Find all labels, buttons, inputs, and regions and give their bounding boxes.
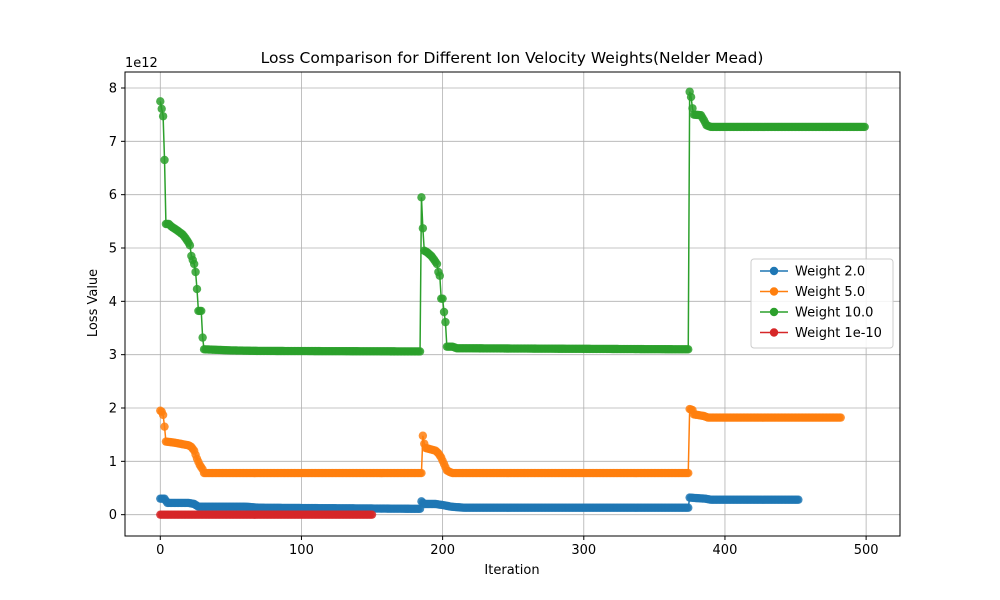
- data-point: [156, 97, 165, 106]
- legend-box: [750, 258, 894, 349]
- y-axis-label: Loss Value: [86, 269, 101, 337]
- chart-title: Loss Comparison for Different Ion Veloci…: [261, 49, 764, 67]
- data-point: [684, 468, 693, 478]
- data-point: [191, 267, 200, 277]
- legend-item: Weight 2.0: [760, 265, 865, 280]
- y-tick-label: 8: [109, 82, 117, 97]
- y-tick-label: 6: [109, 188, 117, 203]
- data-point: [185, 241, 195, 250]
- y-tick-label: 2: [109, 402, 117, 417]
- series-layer: [156, 87, 869, 519]
- data-point: [157, 104, 166, 114]
- data-point: [367, 510, 377, 519]
- data-point: [439, 307, 449, 317]
- series-2: [156, 87, 869, 356]
- data-point: [684, 345, 693, 354]
- x-tick-label: 100: [289, 543, 314, 558]
- legend-label: Weight 1e-10: [795, 326, 882, 341]
- data-point: [417, 468, 426, 478]
- y-tick-label: 1: [109, 455, 117, 470]
- y-tick-label: 5: [109, 242, 117, 257]
- y-tick-label: 4: [109, 295, 117, 310]
- legend-item: Weight 5.0: [760, 285, 865, 300]
- x-tick-label: 200: [430, 543, 455, 558]
- legend-marker: [769, 287, 779, 296]
- axis-ticks: 0 100 200 300 400 500 0 1 2 3 4 5 6 7 8: [109, 82, 879, 559]
- y-tick-label: 3: [109, 348, 117, 363]
- data-point: [158, 410, 168, 420]
- y-tick-label: 0: [109, 508, 117, 523]
- data-point: [441, 317, 450, 327]
- data-point: [160, 422, 169, 431]
- data-point: [415, 347, 425, 356]
- data-point: [688, 104, 697, 113]
- legend-item: Weight 1e-10: [760, 326, 882, 341]
- data-point: [435, 271, 444, 280]
- data-point: [836, 413, 845, 422]
- data-point: [417, 193, 426, 202]
- data-point: [418, 431, 428, 440]
- x-tick-label: 0: [156, 543, 164, 558]
- legend: Weight 2.0 Weight 5.0 Weight 10.0 Weight 1e…: [750, 258, 894, 349]
- data-point: [794, 495, 803, 504]
- x-tick-label: 300: [571, 543, 596, 558]
- series-1: [156, 404, 845, 478]
- y-axis-offset-label: 1e12: [125, 56, 158, 71]
- legend-label: Weight 2.0: [795, 265, 865, 280]
- legend-label: Weight 10.0: [795, 306, 873, 321]
- x-tick-label: 400: [713, 543, 738, 558]
- x-axis-label: Iteration: [484, 563, 539, 578]
- data-point: [160, 155, 169, 165]
- data-point: [197, 306, 206, 316]
- data-point: [189, 259, 199, 269]
- data-point: [198, 333, 207, 342]
- series-0: [156, 493, 803, 513]
- data-point: [192, 284, 202, 294]
- legend-marker: [769, 266, 779, 276]
- legend-item: Weight 10.0: [760, 306, 873, 321]
- legend-marker: [769, 328, 779, 337]
- x-tick-label: 500: [854, 543, 879, 558]
- plot-frame: [124, 71, 901, 537]
- series-3: [156, 510, 377, 519]
- legend-marker: [769, 307, 779, 317]
- data-point: [860, 122, 869, 132]
- data-point: [686, 92, 696, 102]
- data-point: [158, 112, 168, 121]
- data-point: [418, 224, 428, 233]
- legend-label: Weight 5.0: [795, 285, 865, 300]
- data-point: [684, 503, 693, 512]
- data-point: [438, 294, 447, 303]
- y-tick-label: 7: [109, 135, 117, 150]
- data-point: [432, 259, 442, 269]
